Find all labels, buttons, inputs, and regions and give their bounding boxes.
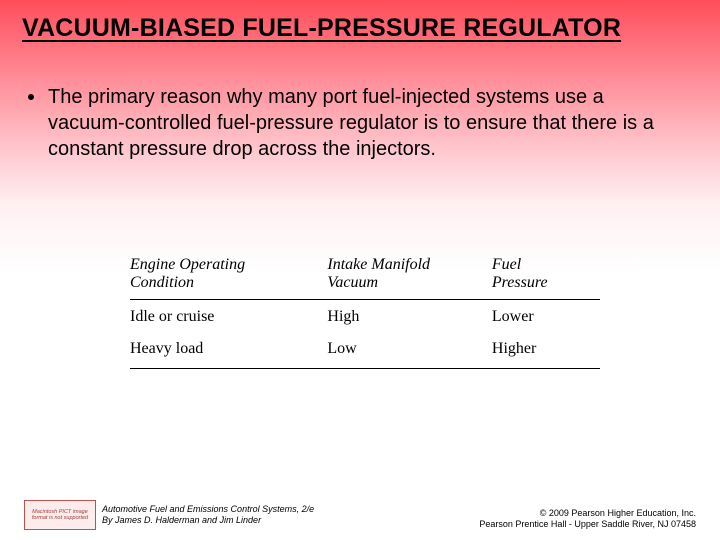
table-header-pressure: Fuel Pressure	[492, 252, 600, 299]
footer-copyright-line1: © 2009 Pearson Higher Education, Inc.	[540, 508, 696, 518]
image-placeholder-icon: Macintosh PICT image format is not suppo…	[24, 500, 96, 530]
table-cell: Idle or cruise	[130, 299, 327, 332]
table-cell: High	[327, 299, 492, 332]
bullet-row: The primary reason why many port fuel-in…	[28, 84, 680, 162]
table-row: Idle or cruise High Lower	[130, 299, 600, 332]
table-header-row: Engine Operating Condition Intake Manifo…	[130, 252, 600, 299]
bullet-text: The primary reason why many port fuel-in…	[48, 84, 680, 162]
footer-book-authors: By James D. Halderman and Jim Linder	[102, 515, 261, 525]
bullet-dot-icon	[28, 94, 34, 100]
data-table: Engine Operating Condition Intake Manifo…	[130, 252, 600, 369]
table-header-label: Intake Manifold	[327, 256, 430, 273]
table-header-vacuum: Intake Manifold Vacuum	[327, 252, 492, 299]
slide-container: VACUUM-BIASED FUEL-PRESSURE REGULATOR Th…	[0, 0, 720, 540]
footer-book-info: Automotive Fuel and Emissions Control Sy…	[102, 504, 314, 527]
table-header-label: Engine Operating	[130, 256, 245, 273]
table-header-label: Pressure	[492, 274, 548, 291]
slide-title: VACUUM-BIASED FUEL-PRESSURE REGULATOR	[22, 14, 698, 43]
table-cell: Lower	[492, 299, 600, 332]
footer-copyright-line2: Pearson Prentice Hall - Upper Saddle Riv…	[479, 519, 696, 529]
footer-copyright: © 2009 Pearson Higher Education, Inc. Pe…	[479, 508, 696, 531]
data-table-container: Engine Operating Condition Intake Manifo…	[130, 252, 600, 369]
table-header-engine: Engine Operating Condition	[130, 252, 327, 299]
table-header-label: Vacuum	[327, 274, 378, 291]
table-cell: Higher	[492, 332, 600, 369]
footer-left: Macintosh PICT image format is not suppo…	[24, 500, 314, 530]
table-cell: Heavy load	[130, 332, 327, 369]
table-row: Heavy load Low Higher	[130, 332, 600, 369]
footer: Macintosh PICT image format is not suppo…	[24, 500, 696, 530]
table-header-label: Condition	[130, 274, 194, 291]
table-cell: Low	[327, 332, 492, 369]
table-header-label: Fuel	[492, 256, 521, 273]
footer-book-title: Automotive Fuel and Emissions Control Sy…	[102, 504, 314, 514]
